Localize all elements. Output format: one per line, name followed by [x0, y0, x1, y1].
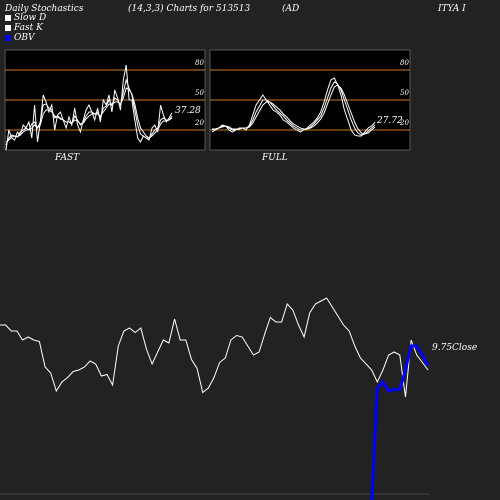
legend-slow-d-swatch: [5, 14, 11, 21]
full-level-label-20: 20: [399, 119, 409, 127]
full-level-label-80: 80: [400, 59, 409, 67]
fast-series-2-line: [5, 78, 173, 146]
chart-header-ticker-a: (AD: [282, 4, 300, 14]
price-section: 9.75Close: [0, 297, 477, 500]
chart-header-ticker-b: ITYA I: [438, 4, 466, 14]
full-panel: 80 50 20 27.72: [209, 49, 411, 151]
fast-level-label-80: 80: [195, 59, 204, 67]
legend-obv-swatch: [5, 34, 11, 41]
fast-level-label-20: 20: [194, 119, 204, 127]
close-value-caption: Close: [452, 343, 477, 353]
legend-obv-label: OBV: [14, 33, 35, 43]
legend-fast-k: Fast K: [5, 24, 43, 33]
legend-fast-k-swatch: [5, 24, 11, 31]
legend-fast-k-label: Fast K: [14, 23, 43, 33]
full-series-1-line: [211, 77, 376, 137]
full-series-3-line: [212, 84, 376, 135]
fast-panel: 80 50 20 37.28: [4, 49, 206, 151]
full-panel-title: FULL: [261, 153, 288, 163]
legend-slow-d: Slow D: [5, 14, 46, 23]
chart-header-left: Daily Stochastics: [5, 4, 84, 14]
legend-slow-d-label: Slow D: [14, 13, 47, 23]
close-value-number: 9.75: [432, 343, 452, 353]
fast-panel-title: FAST: [54, 153, 80, 163]
fast-level-label-50: 50: [195, 89, 204, 97]
full-last-value: 27.72: [376, 116, 403, 126]
close-value-label: 9.75Close: [432, 343, 477, 353]
legend-obv: OBV: [5, 34, 35, 43]
full-level-label-50: 50: [400, 89, 409, 97]
fast-series-3-line: [5, 87, 173, 143]
chart-header-mid: (14,3,3) Charts for 513513: [128, 4, 251, 14]
obv-line: [370, 344, 430, 500]
close-line: [0, 297, 429, 398]
fast-last-value: 37.28: [175, 106, 201, 116]
